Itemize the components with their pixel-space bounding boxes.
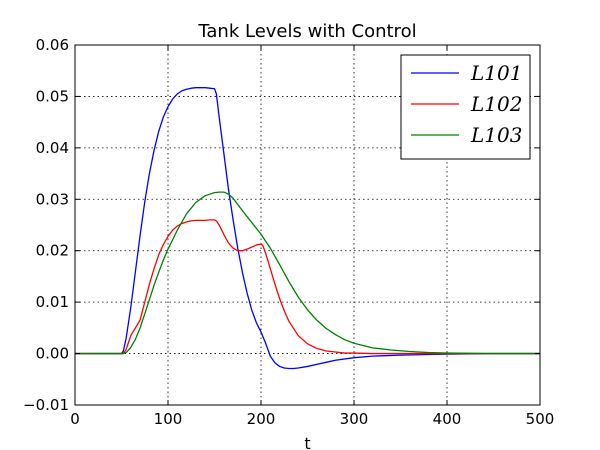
x-tick-label: 100 bbox=[154, 410, 183, 428]
y-tick-label: 0.03 bbox=[36, 190, 69, 208]
plot-area-frame bbox=[74, 44, 541, 406]
axis-ticks: 0 100 200 300 400 500 −0.01 0.00 0.01 0.02 0.03 0.0… bbox=[23, 36, 554, 428]
series-line-l101 bbox=[75, 87, 540, 370]
series-line-l103 bbox=[75, 191, 540, 355]
y-tick-label: 0.04 bbox=[36, 139, 69, 157]
x-axis-label: t bbox=[304, 434, 310, 450]
x-tick-label: 500 bbox=[526, 410, 555, 428]
y-tick-label: 0.01 bbox=[36, 293, 69, 311]
legend-label: L102 bbox=[470, 92, 522, 116]
y-tick-label: −0.01 bbox=[23, 396, 69, 414]
x-tick-label: 400 bbox=[433, 410, 462, 428]
chart-title: Tank Levels with Control bbox=[197, 21, 416, 42]
y-tick-label: 0.00 bbox=[36, 345, 69, 363]
y-tick-label: 0.05 bbox=[36, 87, 69, 105]
y-tick-label: 0.02 bbox=[36, 242, 69, 260]
legend-label: L101 bbox=[470, 61, 522, 85]
x-tick-label: 0 bbox=[70, 410, 80, 428]
x-tick-label: 200 bbox=[247, 410, 276, 428]
series-line-l102 bbox=[75, 219, 540, 355]
legend: L101 L102 L103 bbox=[400, 54, 531, 160]
y-tick-label: 0.06 bbox=[36, 36, 69, 54]
legend-box bbox=[400, 54, 531, 160]
series-lines bbox=[75, 87, 540, 370]
x-tick-label: 300 bbox=[340, 410, 369, 428]
legend-label: L103 bbox=[470, 123, 522, 147]
